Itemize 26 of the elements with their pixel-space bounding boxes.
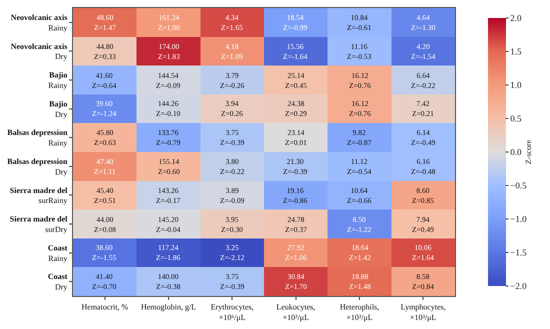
color-bar-label: 0.0 xyxy=(510,147,522,158)
y-tick-label: Neovolcanic axis Rainy xyxy=(10,13,68,32)
y-tick-label: Sierra madre del surDry xyxy=(10,214,68,234)
color-bar-label: 1.5 xyxy=(510,46,522,57)
y-tick-label: Coast Rainy xyxy=(48,243,68,263)
color-bar-label: −1.5 xyxy=(510,248,528,258)
x-tick-label: Leukocytes, ×10³/μL xyxy=(276,302,316,322)
color-bar-label: −2.0 xyxy=(510,281,528,292)
x-tick-label: Hemoglobin, g/L xyxy=(140,302,196,312)
x-tick-label: Lymphocytes, ×10³/μL xyxy=(400,302,446,322)
y-tick-label: Balsas depression Dry xyxy=(7,157,68,176)
x-tick-label: Heterophils, ×10³/μL xyxy=(340,302,380,322)
color-bar-label: −1.0 xyxy=(510,214,528,224)
y-tick-label: Balsas depression Rainy xyxy=(7,128,68,148)
color-bar-title: Z-score xyxy=(524,139,534,164)
x-tick-label: Hematocrit, % xyxy=(82,302,128,312)
color-bar-label: 0.5 xyxy=(510,114,522,124)
color-bar-label: 1.0 xyxy=(510,80,522,90)
y-tick-label: Neovolcanic axis Dry xyxy=(10,42,68,62)
y-tick-label: Bajio Dry xyxy=(49,99,68,119)
y-tick-label: Coast Dry xyxy=(48,272,68,292)
color-bar-label: −0.5 xyxy=(510,180,528,191)
y-tick-label: Sierra madre del surRainy xyxy=(10,186,68,206)
color-bar-label: 2.0 xyxy=(510,13,522,24)
x-tick-label: Erythrocytes, ×10⁶/μL xyxy=(210,302,254,322)
y-tick-label: Bajio Rainy xyxy=(48,70,68,90)
